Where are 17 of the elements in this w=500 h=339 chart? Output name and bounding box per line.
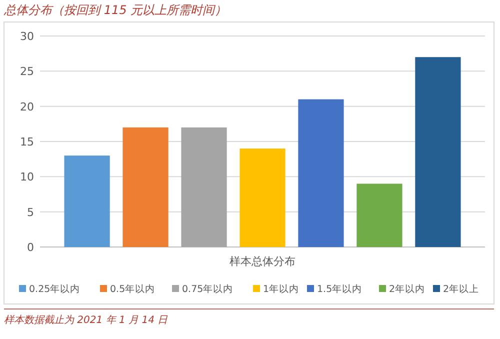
legend-label: 0.25年以内 — [29, 283, 80, 295]
legend-label: 0.5年以内 — [110, 283, 156, 295]
y-tick-label: 5 — [27, 206, 34, 219]
y-tick-label: 25 — [20, 65, 34, 78]
text: 样本数据截止为 2021 年 1 月 14 日 — [4, 314, 169, 326]
x-tick-label: 样本总体分布 — [230, 255, 296, 268]
y-tick-label: 30 — [20, 30, 34, 43]
y-tick-label: 15 — [20, 136, 34, 148]
legend-label: 1年以内 — [263, 283, 300, 295]
y-tick-label: 10 — [20, 170, 34, 184]
y-tick-label: 20 — [20, 100, 34, 114]
legend-label: 2年以上 — [443, 283, 480, 295]
y-tick-label: 0 — [27, 241, 34, 254]
legend-label: 0.75年以内 — [182, 283, 234, 295]
legend-label: 2年以内 — [389, 283, 426, 295]
title: 总体分布（按回到 115 元以上所需时间） — [4, 3, 227, 17]
legend-label: 1.5年以内 — [317, 283, 362, 295]
